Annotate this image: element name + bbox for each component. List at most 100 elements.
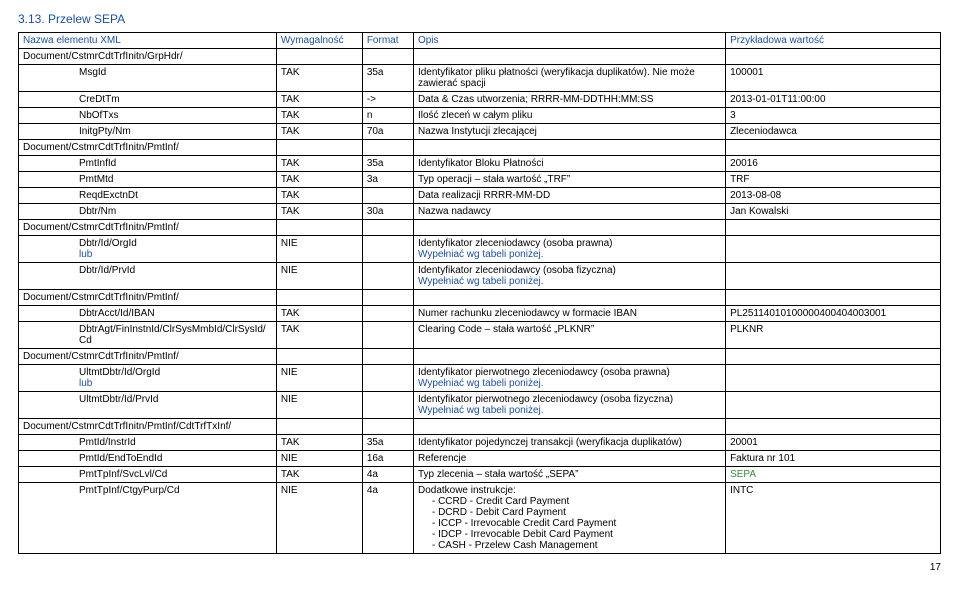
cell-req: TAK xyxy=(276,322,362,349)
cell-val xyxy=(726,49,941,65)
cell-desc: Identyfikator pliku płatności (weryfikac… xyxy=(413,65,725,92)
cell-desc: Numer rachunku zleceniodawcy w formacie … xyxy=(413,306,725,322)
cell-fmt xyxy=(362,49,413,65)
cell-req: TAK xyxy=(276,204,362,220)
cell-val xyxy=(726,236,941,263)
cell-req: TAK xyxy=(276,467,362,483)
table-row: Document/CstmrCdtTrfInitn/PmtInf/ xyxy=(19,140,941,156)
cell-fmt: 35a xyxy=(362,156,413,172)
col-header-req: Wymagalność xyxy=(276,33,362,49)
cell-fmt: 30a xyxy=(362,204,413,220)
table-row: UltmtDbtr/Id/PrvIdNIEIdentyfikator pierw… xyxy=(19,392,941,419)
table-row: Dbtr/Id/PrvIdNIE Identyfikator zlecenioda… xyxy=(19,263,941,290)
cell-req: TAK xyxy=(276,188,362,204)
cell-req: NIE xyxy=(276,483,362,554)
cell-req: NIE xyxy=(276,263,362,290)
cell-name: Document/CstmrCdtTrfInitn/PmtInf/ xyxy=(19,220,277,236)
cell-req xyxy=(276,290,362,306)
cell-name: PmtMtd xyxy=(19,172,277,188)
cell-val: Faktura nr 101 xyxy=(726,451,941,467)
cell-val: 2013-01-01T11:00:00 xyxy=(726,92,941,108)
cell-req: TAK xyxy=(276,65,362,92)
page-number: 17 xyxy=(18,562,941,573)
cell-desc: Identyfikator pierwotnego zleceniodawcy … xyxy=(413,365,725,392)
cell-fmt xyxy=(362,365,413,392)
cell-desc xyxy=(413,49,725,65)
cell-name: Dbtr/Nm xyxy=(19,204,277,220)
cell-name: Dbtr/Id/OrgIdlub xyxy=(19,236,277,263)
table-row: CreDtTmTAK->Data & Czas utworzenia; RRRR… xyxy=(19,92,941,108)
table-row: Document/CstmrCdtTrfInitn/PmtInf/ xyxy=(19,290,941,306)
cell-desc: Data & Czas utworzenia; RRRR-MM-DDTHH:MM… xyxy=(413,92,725,108)
cell-name: Document/CstmrCdtTrfInitn/PmtInf/ xyxy=(19,290,277,306)
cell-fmt: 70a xyxy=(362,124,413,140)
cell-desc: Typ zlecenia – stała wartość „SEPA” xyxy=(413,467,725,483)
cell-val: Zleceniodawca xyxy=(726,124,941,140)
cell-desc: Identyfikator zleceniodawcy (osoba fizyc… xyxy=(413,263,725,290)
cell-req: TAK xyxy=(276,108,362,124)
cell-fmt xyxy=(362,263,413,290)
cell-val: 3 xyxy=(726,108,941,124)
cell-desc: Dodatkowe instrukcje:CCRD - Credit Card … xyxy=(413,483,725,554)
cell-name: Document/CstmrCdtTrfInitn/GrpHdr/ xyxy=(19,49,277,65)
table-row: PmtId/EndToEndIdNIE16aReferencjeFaktura … xyxy=(19,451,941,467)
cell-name: UltmtDbtr/Id/OrgIdlub xyxy=(19,365,277,392)
cell-name: PmtTpInf/SvcLvl/Cd xyxy=(19,467,277,483)
cell-fmt: 16a xyxy=(362,451,413,467)
cell-fmt xyxy=(362,140,413,156)
cell-fmt xyxy=(362,419,413,435)
cell-name: DbtrAgt/FinInstnId/ClrSysMmbId/ClrSysId/… xyxy=(19,322,277,349)
cell-name: Document/CstmrCdtTrfInitn/PmtInf/ xyxy=(19,140,277,156)
cell-fmt xyxy=(362,236,413,263)
section-title: 3.13. Przelew SEPA xyxy=(18,12,941,26)
cell-val: 2013-08-08 xyxy=(726,188,941,204)
table-row: DbtrAgt/FinInstnId/ClrSysMmbId/ClrSysId/… xyxy=(19,322,941,349)
cell-val xyxy=(726,263,941,290)
cell-fmt xyxy=(362,188,413,204)
cell-fmt xyxy=(362,290,413,306)
col-header-val: Przykładowa wartość xyxy=(726,33,941,49)
table-row: Document/CstmrCdtTrfInitn/PmtInf/CdtTrfT… xyxy=(19,419,941,435)
table-row: PmtTpInf/SvcLvl/CdTAK4aTyp zlecenia – st… xyxy=(19,467,941,483)
cell-val: SEPA xyxy=(726,467,941,483)
cell-desc: Referencje xyxy=(413,451,725,467)
cell-val xyxy=(726,365,941,392)
cell-desc xyxy=(413,419,725,435)
cell-req: TAK xyxy=(276,92,362,108)
cell-req: TAK xyxy=(276,435,362,451)
cell-desc: Nazwa Instytucji zlecającej xyxy=(413,124,725,140)
cell-req: NIE xyxy=(276,236,362,263)
cell-fmt: -> xyxy=(362,92,413,108)
cell-desc: Identyfikator pierwotnego zleceniodawcy … xyxy=(413,392,725,419)
cell-val xyxy=(726,392,941,419)
cell-name: Document/CstmrCdtTrfInitn/PmtInf/CdtTrfT… xyxy=(19,419,277,435)
cell-name: Dbtr/Id/PrvId xyxy=(19,263,277,290)
cell-fmt xyxy=(362,322,413,349)
cell-fmt xyxy=(362,392,413,419)
cell-desc: Ilość zleceń w całym pliku xyxy=(413,108,725,124)
table-row: MsgIdTAK35aIdentyfikator pliku płatności… xyxy=(19,65,941,92)
cell-val: 20001 xyxy=(726,435,941,451)
cell-req xyxy=(276,349,362,365)
cell-req xyxy=(276,220,362,236)
cell-fmt: 4a xyxy=(362,467,413,483)
spec-table: Nazwa elementu XML Wymagalność Format Op… xyxy=(18,32,941,554)
cell-desc: Identyfikator pojedynczej transakcji (we… xyxy=(413,435,725,451)
cell-val: PL25114010100000400404003001 xyxy=(726,306,941,322)
cell-fmt xyxy=(362,220,413,236)
cell-req xyxy=(276,419,362,435)
cell-fmt: n xyxy=(362,108,413,124)
cell-req: TAK xyxy=(276,156,362,172)
cell-fmt: 35a xyxy=(362,65,413,92)
cell-desc: Typ operacji – stała wartość „TRF” xyxy=(413,172,725,188)
cell-name: PmtTpInf/CtgyPurp/Cd xyxy=(19,483,277,554)
table-row: Document/CstmrCdtTrfInitn/PmtInf/ xyxy=(19,220,941,236)
cell-val: PLKNR xyxy=(726,322,941,349)
table-row: ReqdExctnDtTAKData realizacji RRRR-MM-DD… xyxy=(19,188,941,204)
cell-req: TAK xyxy=(276,124,362,140)
cell-name: Document/CstmrCdtTrfInitn/PmtInf/ xyxy=(19,349,277,365)
cell-name: InitgPty/Nm xyxy=(19,124,277,140)
cell-req: TAK xyxy=(276,172,362,188)
cell-name: NbOfTxs xyxy=(19,108,277,124)
cell-desc: Clearing Code – stała wartość „PLKNR” xyxy=(413,322,725,349)
